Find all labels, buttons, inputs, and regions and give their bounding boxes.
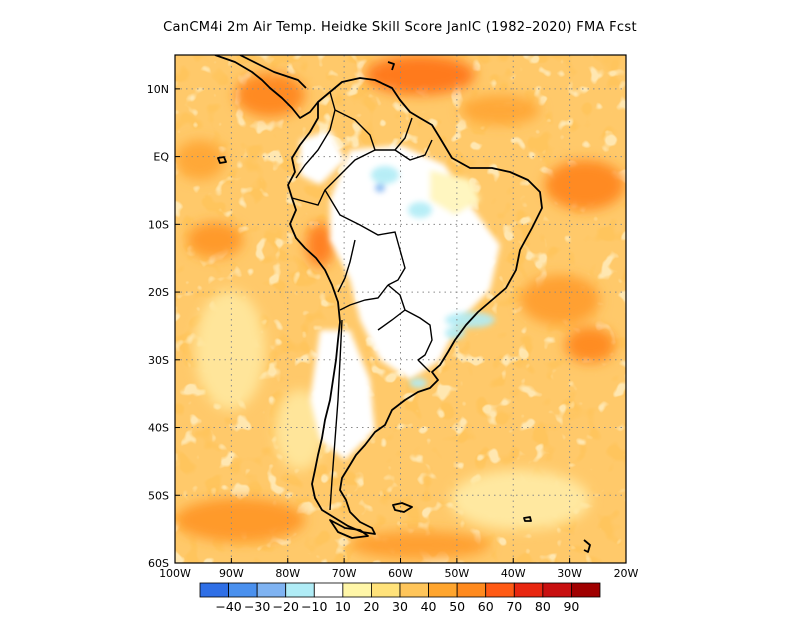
colorbar-label: −40 (215, 599, 241, 614)
lat-tick-label: 50S (148, 489, 169, 502)
colorbar (199, 582, 601, 598)
colorbar-swatch (199, 582, 229, 598)
lon-tick-label: 70W (332, 567, 357, 580)
lon-tick-label: 80W (275, 567, 300, 580)
lon-tick-label: 90W (219, 567, 244, 580)
latitude-labels: 10N EQ 10S 20S 30S 40S 50S 60S (147, 83, 180, 570)
colorbar-swatch (428, 582, 458, 598)
colorbar-swatch (513, 582, 544, 598)
colorbar-swatch (399, 582, 429, 598)
colorbar-swatch (285, 582, 315, 598)
colorbar-label: 50 (449, 599, 465, 614)
gridlines (175, 55, 626, 563)
colorbar-swatch (456, 582, 487, 598)
colorbar-label: 10 (335, 599, 351, 614)
colorbar-label: −30 (244, 599, 270, 614)
colorbar-swatch (228, 582, 258, 598)
colorbar-swatch (313, 582, 344, 598)
map-title: CanCM4i 2m Air Temp. Heidke Skill Score … (163, 20, 637, 35)
lon-tick-label: 60W (388, 567, 413, 580)
lon-tick-label: 20W (614, 567, 639, 580)
lon-tick-label: 100W (159, 567, 191, 580)
colorbar-label: 30 (392, 599, 408, 614)
country-borders (291, 91, 433, 511)
lat-tick-label: 10N (147, 83, 169, 96)
lon-tick-label: 50W (444, 567, 469, 580)
colorbar-swatch (256, 582, 287, 598)
colorbar-label: 90 (563, 599, 579, 614)
colorbar-label: −10 (301, 599, 327, 614)
colorbar-label: 70 (506, 599, 522, 614)
colorbar-label: −20 (273, 599, 299, 614)
colorbar-swatch (571, 582, 601, 598)
longitude-labels: 100W 90W 80W 70W 60W 50W 40W 30W 20W (159, 558, 639, 580)
lat-tick-label: 30S (148, 354, 169, 367)
colorbar-label: 40 (421, 599, 437, 614)
colorbar-swatch (542, 582, 572, 598)
lon-tick-label: 40W (501, 567, 526, 580)
colorbar-swatch (485, 582, 515, 598)
lat-tick-label: 20S (148, 286, 169, 299)
colorbar-label: 60 (478, 599, 494, 614)
skill-field (175, 55, 626, 563)
lat-tick-label: 10S (148, 218, 169, 231)
colorbar-swatch (371, 582, 401, 598)
colorbar-label: 20 (363, 599, 379, 614)
lat-tick-label: 60S (148, 557, 169, 570)
lon-tick-label: 30W (557, 567, 582, 580)
lat-tick-label: 40S (148, 422, 169, 435)
coastlines (214, 55, 591, 553)
lat-tick-label: EQ (153, 151, 169, 164)
colorbar-labels: −40 −30 −20 −10 10 20 30 40 50 60 70 80 90 (215, 599, 579, 614)
colorbar-swatch (342, 582, 372, 598)
colorbar-label: 80 (535, 599, 551, 614)
